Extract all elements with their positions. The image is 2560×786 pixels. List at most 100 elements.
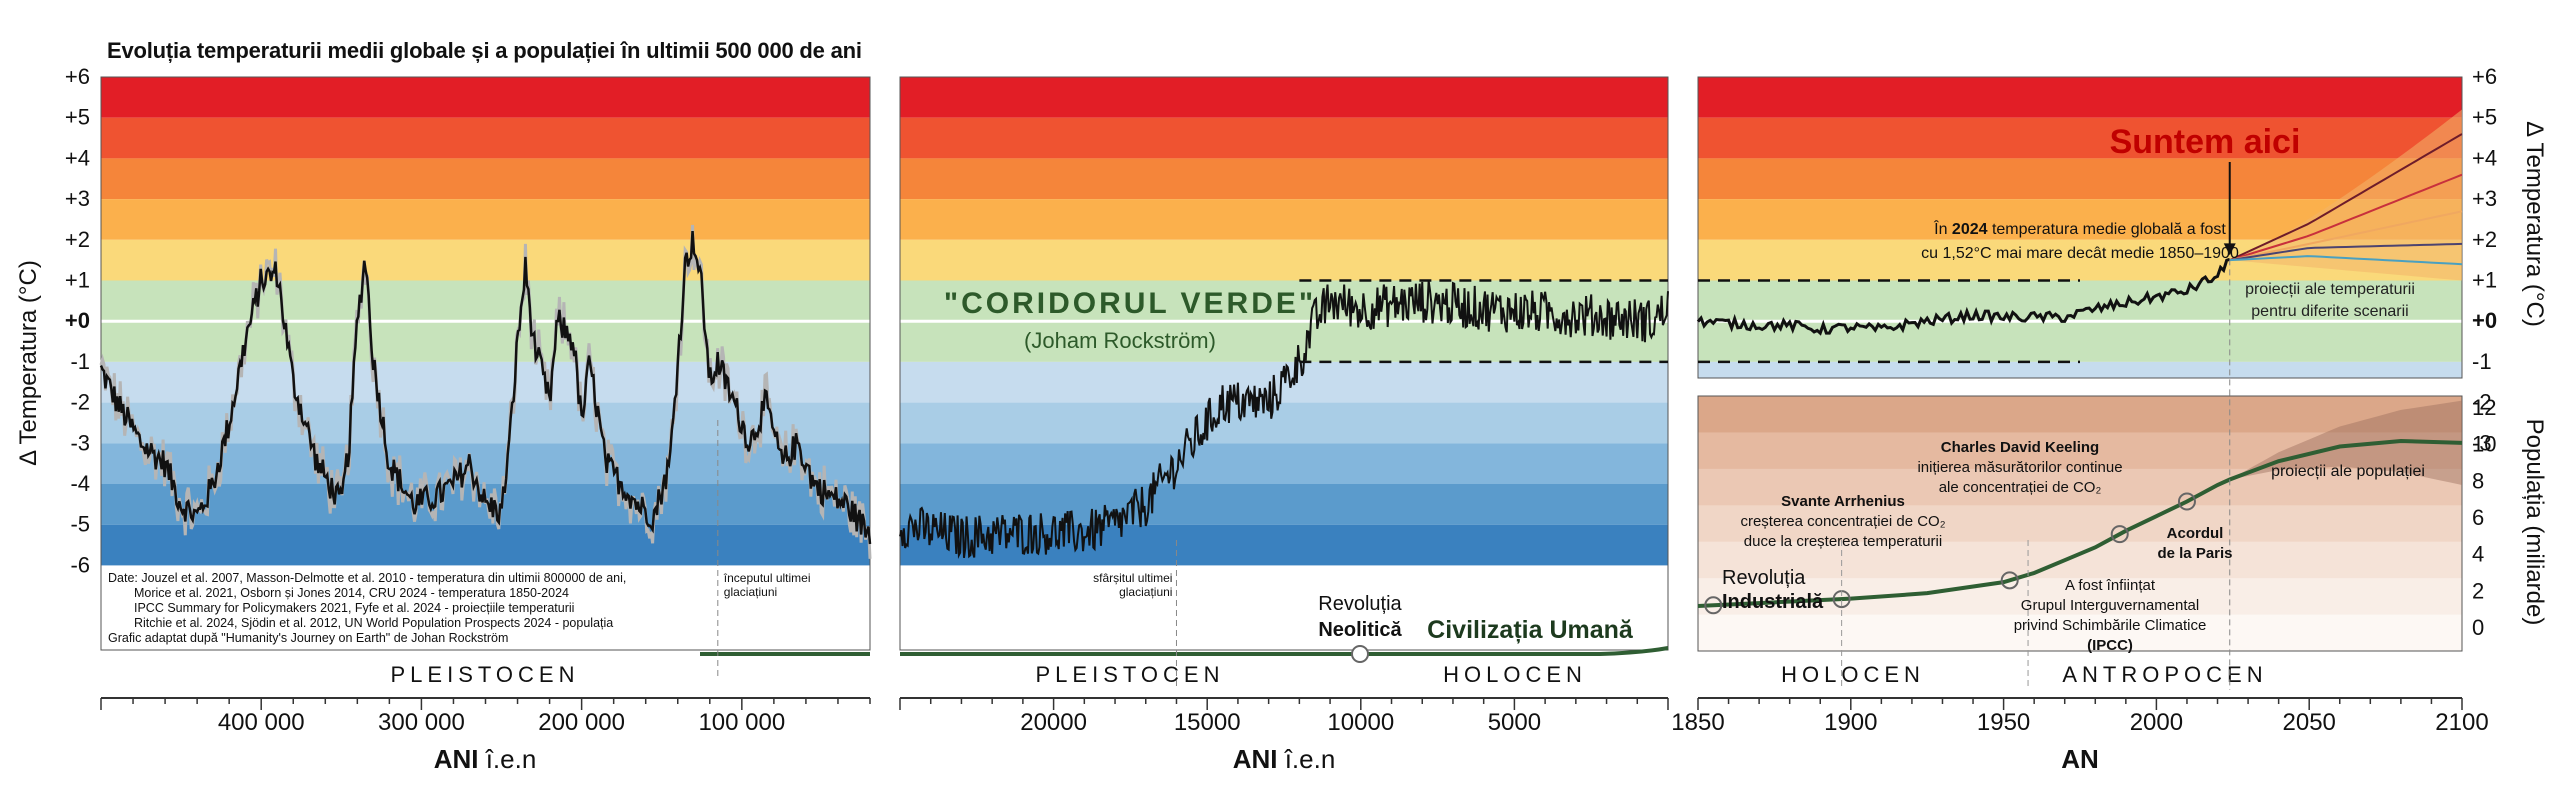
temperature-band bbox=[900, 239, 1668, 281]
temperature-band bbox=[1698, 158, 2462, 200]
projection-label: proiecții ale temperaturii bbox=[2245, 281, 2415, 298]
source-note: Date: Jouzel et al. 2007, Masson-Delmott… bbox=[108, 571, 626, 585]
corridor-title: "CORIDORUL VERDE" bbox=[944, 287, 1316, 320]
pop-tick: 0 bbox=[2472, 615, 2484, 640]
temperature-band bbox=[900, 402, 1668, 444]
temperature-band bbox=[101, 280, 870, 322]
x-tick-label: 2100 bbox=[2435, 709, 2488, 736]
temperature-band bbox=[1698, 77, 2462, 118]
ipcc-label: privind Schimbările Climatice bbox=[2014, 617, 2207, 634]
here-arrowhead bbox=[2223, 243, 2236, 256]
neolithic-label: Revoluția bbox=[1318, 593, 1402, 615]
scenario-line bbox=[2229, 133, 2463, 262]
temp-tick-left: -3 bbox=[70, 430, 90, 455]
x-tick-label: 1900 bbox=[1824, 709, 1877, 736]
marker-label: glaciațiuni bbox=[1119, 585, 1172, 599]
x-axis-label-p2: ANI î.e.n bbox=[1233, 744, 1336, 774]
pop-tick: 6 bbox=[2472, 505, 2484, 530]
temperature-band bbox=[101, 77, 870, 118]
era-label: PLEISTOCEN bbox=[1036, 662, 1225, 687]
corridor-subtitle: (Joham Rockström) bbox=[1024, 328, 1216, 353]
temperature-band bbox=[101, 239, 870, 281]
arrhenius-label: duce la creșterea temperaturii bbox=[1744, 533, 1942, 550]
temp-tick-left: +0 bbox=[65, 308, 90, 333]
population-band bbox=[1698, 432, 2462, 470]
scenario-line bbox=[2229, 242, 2463, 262]
population-projection-band bbox=[2229, 400, 2462, 485]
arrhenius-label: Svante Arrhenius bbox=[1781, 493, 1905, 510]
temp-tick-right: +2 bbox=[2472, 227, 2497, 252]
temp-tick-left: -6 bbox=[70, 552, 90, 577]
temperature-band bbox=[101, 199, 870, 240]
industrial-label: Industrială bbox=[1722, 591, 1824, 613]
temp-tick-left: -2 bbox=[70, 390, 90, 415]
temperature-band bbox=[101, 361, 870, 403]
temperature-band bbox=[1698, 321, 2462, 362]
temp-tick-right: +3 bbox=[2472, 186, 2497, 211]
population-band bbox=[1698, 468, 2462, 506]
x-tick-label: 1950 bbox=[1977, 709, 2030, 736]
projection-label: pentru diferite scenarii bbox=[2251, 303, 2408, 320]
temperature-band bbox=[900, 158, 1668, 200]
source-note: Morice et al. 2021, Osborn și Jones 2014… bbox=[134, 586, 569, 600]
keeling-label: Charles David Keeling bbox=[1941, 439, 2099, 456]
panel-frame bbox=[1697, 395, 2463, 652]
ipcc-label: Grupul Interguvernamental bbox=[2021, 597, 2199, 614]
event-marker bbox=[1704, 596, 1723, 615]
x-tick-label: 5000 bbox=[1488, 709, 1541, 736]
event-marker bbox=[2177, 492, 2196, 511]
x-tick-label: 2000 bbox=[2130, 709, 2183, 736]
temp-tick-right: +4 bbox=[2472, 145, 2497, 170]
scenario-line bbox=[2229, 255, 2463, 266]
temp-tick-left: -5 bbox=[70, 512, 90, 537]
temperature-band bbox=[1698, 280, 2462, 322]
panel-frame bbox=[899, 76, 1669, 651]
temp-tick-right: +6 bbox=[2472, 64, 2497, 89]
temperature-band bbox=[101, 443, 870, 484]
pop-tick: 10 bbox=[2472, 432, 2496, 457]
temp-tick-left: -1 bbox=[70, 349, 90, 374]
era-label: HOLOCEN bbox=[1443, 662, 1587, 687]
marker-label: glaciațiuni bbox=[724, 585, 777, 599]
population-line bbox=[1697, 438, 2463, 608]
temp-tick-right: +1 bbox=[2472, 268, 2497, 293]
x-tick-label: 200 000 bbox=[538, 709, 625, 736]
pop-tick: 12 bbox=[2472, 395, 2496, 420]
temperature-band bbox=[900, 443, 1668, 484]
temperature-band bbox=[900, 484, 1668, 525]
temp-tick-right: -2 bbox=[2472, 390, 2492, 415]
source-note: Grafic adaptat după "Humanity's Journey … bbox=[108, 631, 508, 645]
temp-tick-right: +0 bbox=[2472, 308, 2497, 333]
temp-axis-label-left: Δ Temperatura (°C) bbox=[15, 260, 42, 466]
civilization-label: Civilizația Umană bbox=[1427, 616, 1634, 644]
note-2024: În 2024 temperatura medie globală a fost bbox=[1933, 219, 2226, 238]
pop-tick: 4 bbox=[2472, 542, 2484, 567]
temperature-band bbox=[900, 77, 1668, 118]
source-note: IPCC Summary for Policymakers 2021, Fyfe… bbox=[134, 601, 574, 615]
era-label: ANTROPOCEN bbox=[2062, 662, 2267, 687]
source-note: Ritchie et al. 2024, Sjödin et al. 2012,… bbox=[134, 616, 613, 630]
note-2024: cu 1,52°C mai mare decât medie 1850–1900 bbox=[1921, 245, 2239, 262]
x-tick-label: 100 000 bbox=[698, 709, 785, 736]
keeling-label: ale concentrației de CO₂ bbox=[1939, 479, 2102, 496]
pop-tick: 8 bbox=[2472, 468, 2484, 493]
x-tick-label: 1850 bbox=[1671, 709, 1724, 736]
temperature-band bbox=[1698, 117, 2462, 159]
population-band bbox=[1698, 505, 2462, 543]
population-band bbox=[1698, 578, 2462, 616]
keeling-label: inițierea măsurătorilor continue bbox=[1917, 459, 2122, 476]
temperature-bands bbox=[101, 77, 870, 566]
pop-tick: 2 bbox=[2472, 578, 2484, 603]
temp-tick-left: +5 bbox=[65, 105, 90, 130]
temp-tick-left: +3 bbox=[65, 186, 90, 211]
x-tick-label: 20000 bbox=[1020, 709, 1087, 736]
neolithic-label: Neolitică bbox=[1318, 619, 1402, 641]
population-band bbox=[1698, 541, 2462, 579]
temp-tick-left: +1 bbox=[65, 268, 90, 293]
pop-axis-label: Populația (miliarde) bbox=[2521, 419, 2548, 626]
population-line-p2 bbox=[900, 646, 1669, 656]
temp-tick-left: +6 bbox=[65, 64, 90, 89]
paris-label: de la Paris bbox=[2157, 545, 2232, 562]
